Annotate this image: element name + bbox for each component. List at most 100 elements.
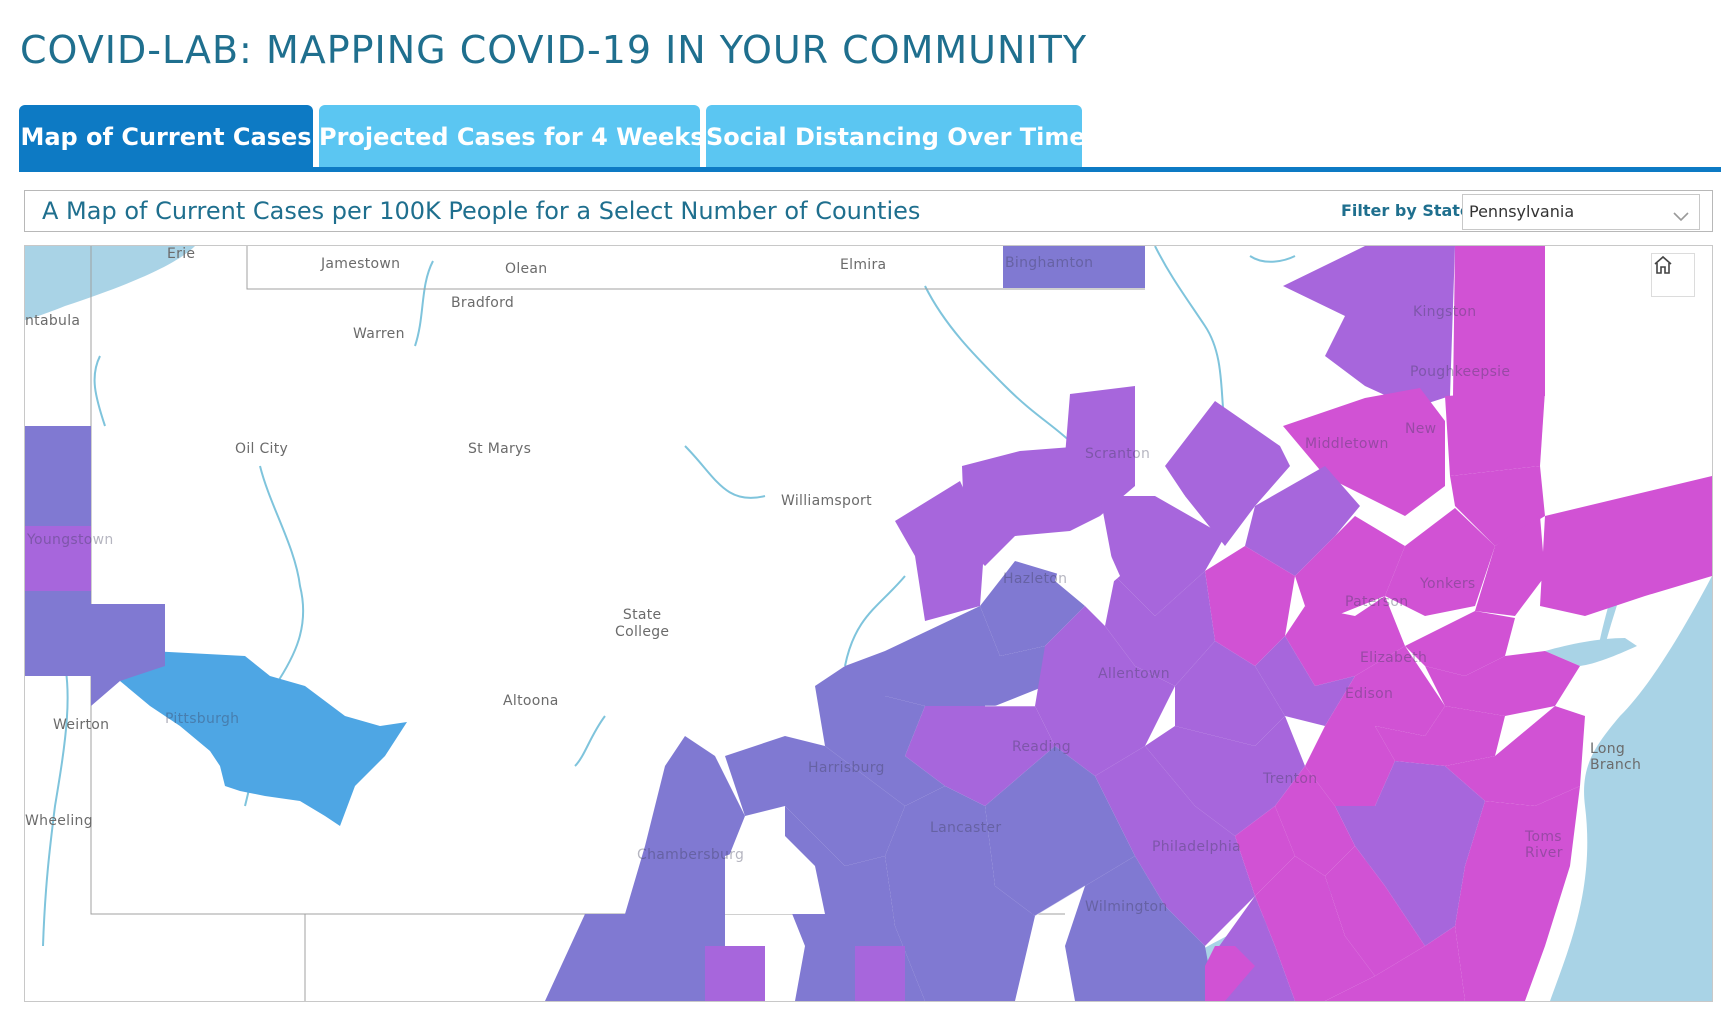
city-label-allentown: Allentown <box>1098 666 1170 682</box>
county-westchester <box>1445 391 1545 476</box>
city-label-kingston: Kingston <box>1413 304 1477 320</box>
gap-carbon-monroe <box>1055 531 1120 606</box>
city-label-state-college: State College <box>615 607 670 640</box>
county-md-south-3 <box>855 946 905 1001</box>
county-berks <box>1035 606 1175 776</box>
county-long-island <box>1540 476 1712 616</box>
county-trumbull <box>25 426 91 526</box>
county-lancaster <box>985 746 1135 916</box>
county-dauphin <box>815 651 945 806</box>
city-label-wilmington: Wilmington <box>1085 899 1168 915</box>
city-label-bradford: Bradford <box>451 295 515 311</box>
chevron-down-icon <box>1673 207 1689 226</box>
city-label-lancaster: Lancaster <box>930 820 1002 836</box>
city-label-middletown: Middletown <box>1305 436 1389 452</box>
county-chester <box>1095 746 1255 946</box>
county-broome <box>1003 246 1145 288</box>
county-new-castle <box>1065 856 1215 1001</box>
city-label-erie: Erie <box>167 246 196 262</box>
county-columbia <box>895 481 985 621</box>
city-label-olean: Olean <box>505 261 548 277</box>
tab-projected-cases[interactable]: Projected Cases for 4 Weeks <box>319 105 705 169</box>
city-label-elmira: Elmira <box>840 257 887 273</box>
county-somerset <box>1325 646 1445 736</box>
county-monmouth <box>1445 706 1585 806</box>
map-heading: A Map of Current Cases per 100K People f… <box>42 197 921 225</box>
city-label-newburgh: New <box>1405 421 1437 437</box>
city-label-st-marys: St Marys <box>468 441 532 457</box>
county-monroe <box>1100 496 1225 616</box>
county-delaware <box>1235 806 1295 896</box>
city-label-ashtabula: ntabula <box>25 313 81 329</box>
city-label-wheeling: Wheeling <box>25 813 93 829</box>
county-philadelphia <box>1275 766 1355 876</box>
county-york <box>885 786 1035 1001</box>
county-putnam <box>1450 466 1545 546</box>
city-label-jamestown: Jamestown <box>321 256 401 272</box>
county-wayne <box>1165 401 1290 546</box>
tab-social-distancing[interactable]: Social Distancing Over Time <box>706 105 1086 169</box>
county-schuylkill <box>885 606 1045 706</box>
county-beaver <box>91 604 165 706</box>
county-allegheny <box>120 651 407 826</box>
county-md-south-1 <box>545 914 725 1001</box>
county-camden <box>1325 846 1425 976</box>
county-ocean <box>1455 786 1580 1001</box>
city-label-yonkers: Yonkers <box>1420 576 1476 592</box>
city-label-weirton: Weirton <box>53 717 110 733</box>
city-label-harrisburg: Harrisburg <box>808 760 885 776</box>
county-dutchess <box>1453 246 1545 406</box>
tab-map-of-current-cases[interactable]: Map of Current Cases <box>19 105 313 169</box>
home-button[interactable] <box>1651 253 1695 297</box>
state-select[interactable]: Pennsylvania <box>1462 194 1700 230</box>
city-label-scranton: Scranton <box>1085 446 1151 462</box>
county-bergen <box>1475 516 1545 616</box>
county-orange <box>1283 388 1445 516</box>
county-warren <box>1285 596 1405 686</box>
city-label-trenton: Trenton <box>1263 771 1318 787</box>
lake-erie <box>25 246 195 320</box>
county-gloucester <box>1255 856 1375 1001</box>
filter-by-state-label: Filter by State: <box>1341 201 1478 220</box>
map-canvas <box>25 246 1712 1001</box>
city-label-binghamton: Binghamton <box>1005 255 1094 271</box>
city-label-youngstown: Youngstown <box>27 532 114 548</box>
county-lehigh <box>1105 571 1215 686</box>
county-cecil <box>1205 946 1255 1001</box>
new-york-bay <box>1545 638 1637 666</box>
gap-harrisburg-south <box>725 836 825 914</box>
county-montgomery <box>1145 716 1305 836</box>
county-lebanon <box>905 706 1055 806</box>
city-label-altoona: Altoona <box>503 693 559 709</box>
county-columbiana <box>25 591 91 676</box>
city-label-reading: Reading <box>1012 739 1071 755</box>
county-essex <box>1425 651 1580 716</box>
atlantic-ocean <box>1550 576 1712 1001</box>
county-franklin <box>625 736 745 914</box>
city-label-warren: Warren <box>353 326 405 342</box>
city-label-long-branch: Long Branch <box>1590 741 1642 773</box>
county-burlington <box>1335 761 1485 946</box>
filter-bar: A Map of Current Cases per 100K People f… <box>24 190 1713 232</box>
city-label-poughkeepsie: Poughkeepsie <box>1410 364 1511 380</box>
county-ulster <box>1283 246 1455 408</box>
city-label-toms-river: Toms River <box>1525 829 1563 861</box>
county-bucks <box>1175 641 1285 746</box>
county-passaic <box>1385 508 1495 616</box>
county-middlesex <box>1375 706 1505 766</box>
app-title: COVID-LAB: MAPPING COVID-19 IN YOUR COMM… <box>20 28 1088 72</box>
county-morris <box>1405 611 1515 676</box>
city-label-paterson: Paterson <box>1345 594 1409 610</box>
city-label-oil-city: Oil City <box>235 441 289 457</box>
county-mercer <box>1305 726 1395 806</box>
tab-underline <box>19 167 1721 172</box>
city-label-hazleton: Hazleton <box>1003 571 1068 587</box>
map-view[interactable]: Erie Jamestown Olean Elmira Binghamton n… <box>24 245 1713 1002</box>
city-label-philadelphia: Philadelphia <box>1152 839 1241 855</box>
county-northampton <box>1205 546 1295 666</box>
county-sussex <box>1295 516 1405 616</box>
county-atlantic <box>1325 926 1465 1001</box>
city-label-edison: Edison <box>1345 686 1394 702</box>
county-md-south-2 <box>705 946 765 1001</box>
county-cumberland <box>725 736 905 866</box>
